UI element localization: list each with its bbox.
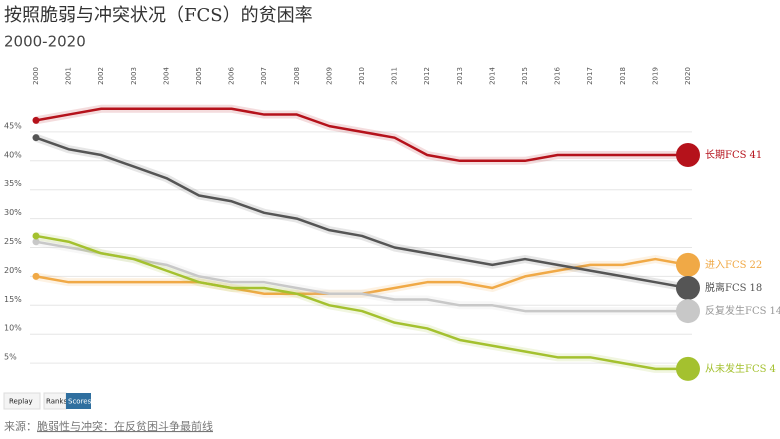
series-line	[35, 234, 688, 371]
series-name: 反复发生FCS	[705, 304, 767, 317]
y-tick-label: 25%	[4, 237, 22, 246]
series-end-value: 22	[749, 259, 762, 270]
x-tick-label: 2016	[554, 67, 562, 85]
series-label: 长期FCS 41	[705, 149, 762, 161]
button-label[interactable]: Scores	[68, 398, 92, 406]
x-tick-label: 2014	[488, 67, 496, 85]
series-end-value: 4	[769, 363, 775, 374]
end-dot	[676, 356, 700, 381]
x-tick-label: 2012	[423, 67, 431, 85]
x-tick-label: 2005	[195, 67, 203, 85]
series-line	[35, 136, 689, 290]
scores-button[interactable]: Scores	[66, 393, 92, 409]
series-end-value: 41	[749, 150, 762, 161]
end-dot	[676, 275, 700, 300]
y-tick-label: 15%	[4, 295, 22, 304]
series-name: 长期FCS	[705, 149, 747, 161]
button-bg[interactable]	[66, 393, 91, 409]
series-label: 进入FCS 22	[705, 258, 762, 270]
series-end-value: 14	[769, 306, 780, 317]
x-tick-label: 2018	[619, 67, 627, 85]
series-name: 从未发生FCS	[705, 361, 767, 374]
y-tick-label: 30%	[4, 208, 22, 217]
chart-title: 按照脆弱与冲突状况（FCS）的贫困率	[4, 5, 313, 26]
series-end-value: 18	[749, 282, 762, 293]
x-tick-label: 2004	[162, 67, 170, 85]
y-tick-label: 10%	[4, 324, 22, 333]
button-label[interactable]: Replay	[9, 398, 33, 406]
x-tick-label: 2006	[228, 67, 236, 85]
line-halo	[35, 232, 688, 373]
chart-subtitle: 2000-2020	[4, 33, 86, 51]
series-line	[35, 107, 688, 163]
source-text: 来源：脆弱性与冲突：在反贫困斗争最前线	[4, 419, 213, 433]
series-name: 进入FCS	[705, 258, 747, 270]
x-tick-label: 2008	[293, 67, 301, 85]
replay-button[interactable]: Replay	[3, 392, 41, 410]
series-label: 反复发生FCS 14	[705, 304, 780, 317]
button-bg[interactable]	[3, 392, 41, 410]
series-name: 脱离FCS	[705, 280, 747, 293]
x-tick-label: 2017	[586, 67, 594, 85]
x-tick-label: 2020	[684, 67, 692, 85]
series-label: 脱离FCS 18	[705, 280, 762, 293]
y-tick-label: 35%	[4, 179, 22, 188]
series-line	[35, 240, 688, 313]
x-tick-label: 2003	[130, 67, 138, 85]
x-tick-label: 2001	[65, 67, 73, 85]
source-link[interactable]: 脆弱性与冲突：在反贫困斗争最前线	[37, 419, 213, 433]
ranks-button[interactable]: Ranks	[43, 392, 67, 410]
x-tick-label: 2011	[391, 67, 399, 85]
start-dot	[32, 238, 40, 246]
line-halo	[35, 104, 688, 165]
end-dot	[676, 299, 700, 324]
x-tick-label: 2010	[358, 67, 366, 85]
x-tick-label: 2007	[260, 67, 268, 85]
y-tick-label: 40%	[4, 150, 22, 159]
start-dot	[32, 232, 40, 240]
start-dot	[32, 134, 40, 142]
x-tick-label: 2015	[521, 67, 529, 85]
start-dot	[32, 272, 40, 280]
end-dot	[676, 252, 700, 277]
y-tick-label: 20%	[4, 266, 22, 275]
x-tick-label: 2013	[456, 67, 464, 85]
y-tick-label: 5%	[4, 353, 17, 362]
x-tick-label: 2009	[325, 67, 333, 85]
button-label[interactable]: Ranks	[46, 398, 67, 406]
start-dot	[32, 116, 40, 124]
source-label: 来源：	[4, 419, 37, 433]
series-label: 从未发生FCS 4	[705, 361, 776, 374]
end-dot	[676, 143, 700, 168]
y-tick-label: 45%	[4, 121, 22, 130]
x-tick-label: 2002	[97, 67, 105, 85]
x-tick-label: 2019	[651, 67, 659, 85]
x-tick-label: 2000	[32, 67, 40, 85]
